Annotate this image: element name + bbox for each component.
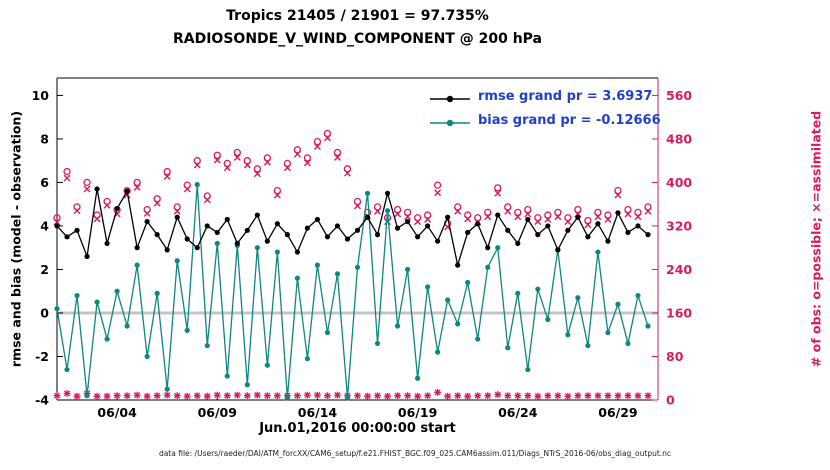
bias-line-swatch (430, 114, 470, 127)
legend-entry-bias: bias grand pr = -0.12666 (430, 108, 661, 132)
svg-text:560: 560 (666, 88, 692, 103)
svg-text:2: 2 (40, 262, 49, 277)
svg-text:320: 320 (666, 218, 692, 233)
chart-title-line2: RADIOSONDE_V_WIND_COMPONENT @ 200 hPa (172, 31, 543, 47)
svg-text:-2: -2 (35, 349, 49, 364)
svg-text:6: 6 (40, 175, 49, 190)
data-file-caption: data file: /Users/raeder/DAI/ATM_forcXX/… (158, 449, 672, 458)
svg-text:06/04: 06/04 (97, 405, 137, 420)
rmse-line-swatch (430, 90, 470, 103)
svg-text:480: 480 (666, 131, 692, 146)
svg-text:160: 160 (666, 305, 692, 320)
svg-text:80: 80 (666, 349, 684, 364)
svg-text:06/14: 06/14 (298, 405, 338, 420)
svg-text:4: 4 (40, 218, 49, 233)
y-axis-label-left: rmse and bias (model - observation) (8, 110, 24, 368)
legend-label-bias: bias grand pr = -0.12666 (478, 112, 661, 128)
legend: rmse grand pr = 3.6937 bias grand pr = -… (430, 84, 661, 132)
svg-text:240: 240 (666, 262, 692, 277)
x-axis-label: Jun.01,2016 00:00:00 start (259, 421, 456, 436)
svg-text:400: 400 (666, 175, 692, 190)
svg-text:8: 8 (40, 131, 49, 146)
chart-title-line1: Tropics 21405 / 21901 = 97.735% (226, 8, 489, 24)
legend-entry-rmse: rmse grand pr = 3.6937 (430, 84, 661, 108)
svg-text:10: 10 (32, 88, 50, 103)
legend-label-rmse: rmse grand pr = 3.6937 (478, 88, 653, 104)
svg-text:0: 0 (40, 305, 49, 320)
svg-text:-4: -4 (35, 393, 49, 408)
svg-text:0: 0 (666, 393, 675, 408)
svg-text:06/24: 06/24 (498, 405, 538, 420)
svg-text:06/09: 06/09 (198, 405, 237, 420)
y-axis-label-right: # of obs: o=possible; ×=assimilated (808, 110, 824, 368)
svg-text:06/29: 06/29 (598, 405, 637, 420)
svg-text:06/19: 06/19 (398, 405, 437, 420)
